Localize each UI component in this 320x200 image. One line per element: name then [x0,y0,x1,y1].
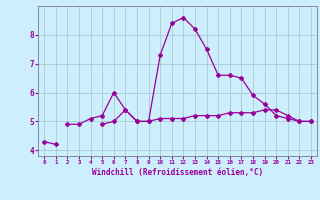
X-axis label: Windchill (Refroidissement éolien,°C): Windchill (Refroidissement éolien,°C) [92,168,263,177]
